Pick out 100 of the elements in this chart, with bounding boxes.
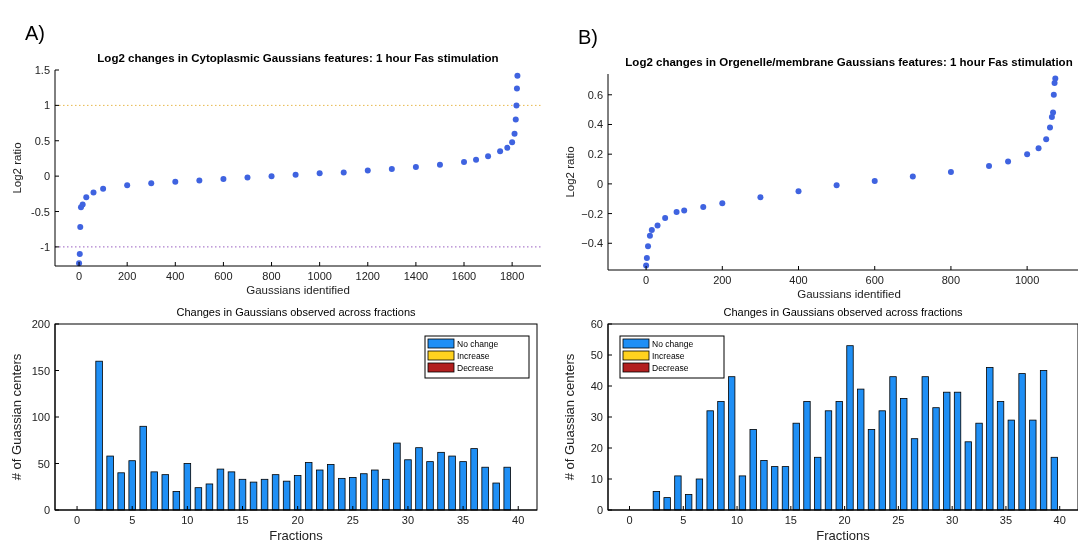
- point: [513, 85, 520, 92]
- x-tick-label: 40: [512, 514, 525, 526]
- point: [340, 169, 347, 176]
- x-tick-label: 25: [892, 514, 905, 526]
- y-tick-label: 40: [590, 380, 603, 392]
- point: [909, 173, 916, 180]
- point: [268, 173, 275, 180]
- chart-title: Log2 changes in Orgenelle/membrane Gaussians features: 1 hour Fas stimulation: [625, 56, 1073, 68]
- point: [673, 209, 680, 216]
- point: [648, 226, 655, 233]
- y-tick-label: 0: [43, 170, 50, 183]
- x-tick-label: 15: [236, 514, 249, 526]
- chart-title: Log2 changes in Cytoplasmic Gaussians features: 1 hour Fas stimulation: [97, 52, 499, 64]
- point: [719, 200, 726, 207]
- text: A): [25, 22, 45, 44]
- point: [90, 189, 97, 196]
- x-tick-label: 800: [941, 274, 961, 286]
- point: [485, 153, 492, 160]
- x-tick-label: 200: [118, 270, 137, 282]
- point: [1024, 151, 1031, 158]
- point: [76, 250, 83, 257]
- y-tick-label: −0.4: [581, 237, 603, 250]
- point: [757, 194, 764, 201]
- y-axis-title: Log2 ratio: [564, 146, 576, 198]
- x-tick-label: 20: [291, 514, 304, 526]
- x-tick-label: 15: [784, 514, 797, 526]
- x-tick-label: 400: [166, 270, 185, 282]
- point: [196, 177, 203, 184]
- point: [511, 130, 518, 137]
- x-axis-title: Gaussians identified: [797, 288, 901, 300]
- y-tick-label: 200: [31, 318, 50, 330]
- point: [700, 203, 707, 210]
- point: [316, 170, 323, 177]
- legend-label: No change: [457, 339, 499, 349]
- x-tick-label: 0: [643, 274, 650, 286]
- legend-label: Decrease: [457, 363, 494, 373]
- point: [292, 171, 299, 178]
- y-tick-label: -0.5: [31, 205, 50, 218]
- point: [662, 215, 669, 222]
- point: [1005, 158, 1012, 165]
- point: [77, 224, 84, 231]
- point: [388, 166, 395, 173]
- point: [654, 222, 661, 229]
- y-tick-label: 0: [596, 504, 603, 516]
- y-tick-label: 30: [590, 411, 603, 423]
- point: [509, 139, 516, 146]
- x-tick-label: 1200: [355, 270, 381, 282]
- y-tick-label: 0.6: [587, 88, 603, 101]
- y-tick-label: 0: [43, 504, 50, 516]
- x-tick-label: 0: [74, 514, 81, 526]
- y-tick-label: 50: [37, 457, 50, 470]
- x-tick-label: 0: [76, 270, 83, 282]
- y-tick-label: 0: [596, 177, 603, 190]
- x-tick-label: 30: [946, 514, 959, 526]
- point: [83, 194, 90, 201]
- x-axis-title: Fractions: [816, 528, 871, 543]
- x-tick-label: 5: [129, 514, 136, 526]
- point: [172, 178, 179, 185]
- point: [244, 174, 251, 181]
- point: [412, 163, 419, 170]
- y-tick-label: −0.2: [581, 207, 603, 220]
- text: B): [578, 26, 598, 48]
- legend-label: Increase: [457, 351, 490, 361]
- x-tick-label: 600: [865, 274, 884, 286]
- legend-label: No change: [652, 339, 694, 349]
- x-tick-label: 25: [346, 514, 359, 526]
- y-tick-label: 1.5: [34, 64, 50, 76]
- x-tick-label: 10: [730, 514, 744, 526]
- x-tick-label: 30: [401, 514, 415, 526]
- point: [124, 182, 131, 189]
- x-tick-label: 40: [1053, 514, 1066, 526]
- point: [871, 177, 878, 184]
- y-tick-label: 100: [31, 411, 50, 423]
- point: [473, 156, 480, 163]
- point: [220, 175, 227, 182]
- point: [681, 207, 688, 214]
- point: [100, 185, 107, 192]
- point: [645, 243, 652, 250]
- x-axis-title: Gaussians identified: [246, 284, 350, 296]
- point: [1050, 109, 1057, 116]
- y-tick-label: -1: [40, 240, 50, 253]
- point: [833, 182, 840, 189]
- x-tick-label: 20: [838, 514, 851, 526]
- legend-label: Decrease: [652, 363, 689, 373]
- x-tick-label: 800: [262, 270, 281, 282]
- point: [795, 188, 802, 195]
- y-tick-label: 0.4: [587, 118, 603, 131]
- point: [461, 158, 468, 165]
- x-tick-label: 600: [214, 270, 233, 282]
- chart-title: Changes in Gaussians observed across fractions: [723, 306, 964, 318]
- x-tick-label: 200: [713, 274, 732, 286]
- point: [148, 180, 155, 187]
- x-tick-label: 35: [999, 514, 1013, 526]
- point: [1035, 145, 1042, 152]
- point: [1043, 136, 1050, 143]
- x-tick-label: 0: [626, 514, 633, 526]
- point: [986, 163, 993, 170]
- x-tick-label: 10: [181, 514, 194, 526]
- point: [1046, 124, 1053, 131]
- y-tick-label: 1: [43, 99, 50, 112]
